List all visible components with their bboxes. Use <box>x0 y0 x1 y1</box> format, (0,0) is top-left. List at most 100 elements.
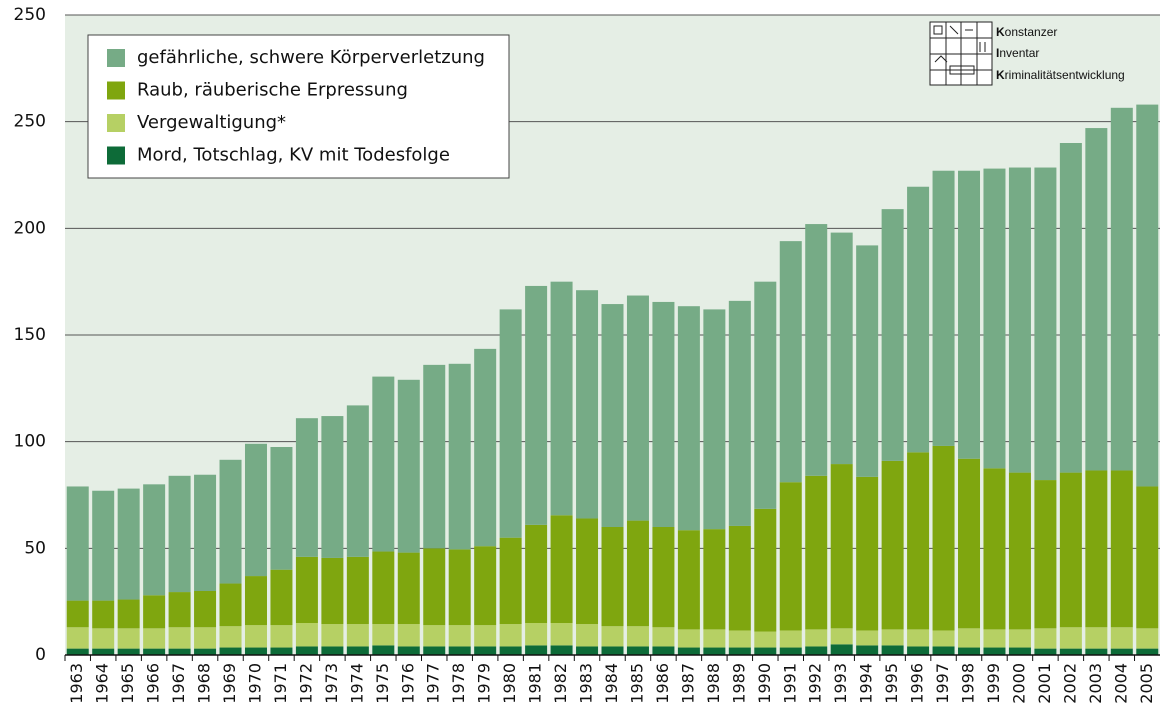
bar-segment <box>143 484 166 596</box>
bar-segment <box>321 646 344 655</box>
bar-segment <box>1034 167 1057 481</box>
logo-icon <box>929 21 993 86</box>
x-tick-label: 1986 <box>653 663 672 704</box>
bar-segment <box>1136 104 1159 487</box>
bar-segment <box>66 627 89 649</box>
legend-label: Mord, Totschlag, KV mit Todesfolge <box>137 145 450 166</box>
bar-segment <box>1136 628 1159 649</box>
logo-text: Kriminalitätsentwicklung <box>996 68 1125 82</box>
bar-segment <box>397 379 420 553</box>
bar-segment <box>881 629 904 646</box>
bar-segment <box>1034 480 1057 629</box>
x-tick-label: 1988 <box>704 663 723 704</box>
x-tick-label: 1995 <box>882 663 901 704</box>
legend-swatch <box>107 49 125 67</box>
bar-segment <box>244 576 267 626</box>
y-tick-label: 100 <box>14 432 46 452</box>
bar-segment <box>117 628 140 649</box>
bar-segment <box>295 556 318 623</box>
bar-segment <box>703 529 726 630</box>
bar-segment <box>550 623 573 646</box>
bar-segment <box>1110 627 1133 649</box>
bar-segment <box>601 304 624 527</box>
bar-segment <box>1059 472 1082 628</box>
bar-segment <box>474 546 497 626</box>
bar-segment <box>372 376 395 552</box>
legend-swatch <box>107 146 125 165</box>
bar-segment <box>856 245 879 477</box>
bar-segment <box>499 624 522 647</box>
x-tick-label: 2002 <box>1060 663 1079 704</box>
bar-segment <box>907 646 930 655</box>
bar-segment <box>143 648 166 655</box>
bar-segment <box>1085 648 1108 655</box>
x-tick-label: 1980 <box>500 663 519 704</box>
bar-segment <box>346 405 369 557</box>
x-tick-label: 2004 <box>1111 663 1130 704</box>
bar-segment <box>626 295 649 521</box>
bar-segment <box>677 530 700 630</box>
bar-segment <box>219 583 242 627</box>
plot: 0 50 100 150 200 250 250 1963 1964 1965 1966 1967 19… <box>14 5 1160 704</box>
x-tick-label: 1978 <box>449 663 468 704</box>
bar-segment <box>219 626 242 648</box>
x-tick-label: 2003 <box>1086 663 1105 704</box>
y-tick-label: 250 <box>14 112 46 132</box>
bar-segment <box>168 627 191 649</box>
bar-segment <box>805 646 828 655</box>
y-tick-label: 200 <box>14 218 46 238</box>
x-tick-label: 1979 <box>475 663 494 704</box>
bar-segment <box>1059 627 1082 649</box>
bar-segment <box>1059 143 1082 473</box>
bar-segment <box>626 646 649 655</box>
bar-segment <box>194 474 217 591</box>
bar-segment <box>244 625 267 648</box>
legend-label: Raub, räuberische Erpressung <box>137 80 408 101</box>
bar-segment <box>117 648 140 655</box>
x-tick-label: 1982 <box>551 663 570 704</box>
bar-segment <box>1034 628 1057 649</box>
bar-segment <box>194 648 217 655</box>
x-tick-label: 2000 <box>1009 663 1028 704</box>
x-tick-label: 1966 <box>144 663 163 704</box>
x-tick-label: 1990 <box>755 663 774 704</box>
bar-segment <box>932 630 955 647</box>
x-tick-label: 1981 <box>526 663 545 704</box>
bar-segment <box>244 443 267 577</box>
bar-segment <box>92 648 115 655</box>
bar-segment <box>1085 128 1108 471</box>
y-tick-label: 250 <box>14 5 46 25</box>
bar-segment <box>423 548 446 626</box>
bar-segment <box>423 364 446 549</box>
bar-segment <box>92 600 115 629</box>
bar-segment <box>932 646 955 655</box>
logo-text: Konstanzer <box>996 25 1058 39</box>
bar-segment <box>244 647 267 655</box>
bar-segment <box>881 645 904 655</box>
bar-segment <box>652 627 675 647</box>
bar-segment <box>168 475 191 593</box>
x-tick-label: 1998 <box>959 663 978 704</box>
bar-segment <box>474 348 497 547</box>
legend-swatch <box>107 114 125 132</box>
bar-segment <box>907 186 930 453</box>
bar-segment <box>983 647 1006 655</box>
bar-segment <box>805 629 828 647</box>
bar-segment <box>728 525 751 631</box>
bar-segment <box>779 630 802 648</box>
x-tick-label: 1987 <box>678 663 697 704</box>
bar-segment <box>1085 627 1108 649</box>
bar-segment <box>728 630 751 648</box>
bar-segment <box>652 301 675 527</box>
bar-segment <box>932 170 955 446</box>
x-tick-label: 1993 <box>831 663 850 704</box>
bar-segment <box>958 458 981 629</box>
bar-segment <box>830 232 853 465</box>
x-tick-label: 1977 <box>424 663 443 704</box>
bar-segment <box>219 459 242 584</box>
bar-segment <box>550 281 573 516</box>
bar-segment <box>295 418 318 557</box>
x-tick-label: 1989 <box>729 663 748 704</box>
x-tick-label: 1999 <box>984 663 1003 704</box>
